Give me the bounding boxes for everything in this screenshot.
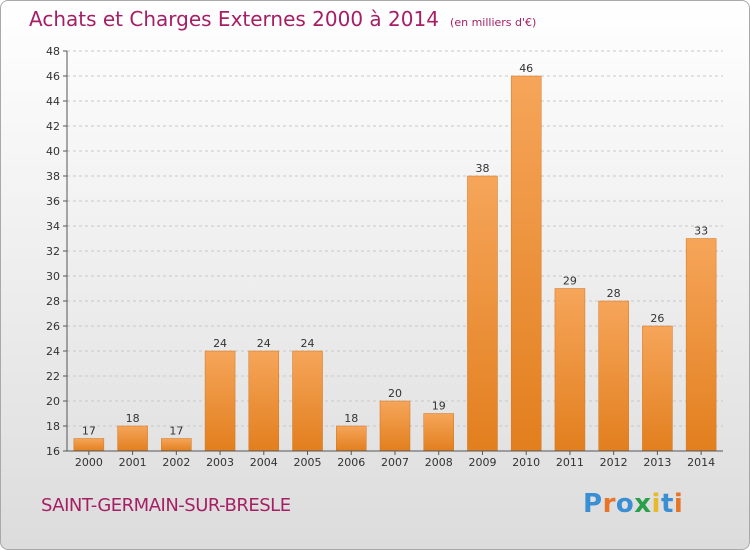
x-tick-label: 2000 xyxy=(75,456,103,469)
bar xyxy=(336,425,367,452)
brand-letter: r xyxy=(602,489,616,519)
y-tick-label: 38 xyxy=(46,170,60,183)
bar xyxy=(204,350,236,452)
axes xyxy=(66,51,723,452)
bar xyxy=(467,175,498,452)
x-axis-ticks: 2000 2001 2002 2003 2004 2005 2006 2007 2008 2009… xyxy=(75,451,715,469)
y-tick-label: 20 xyxy=(46,395,60,408)
data-labels: 17 18 17 24 24 24 18 20 19 38 46 29 28 26 33 xyxy=(82,62,708,438)
y-tick-label: 40 xyxy=(46,145,60,158)
data-label: 24 xyxy=(301,337,315,350)
data-label: 46 xyxy=(519,62,533,75)
x-tick-label: 2013 xyxy=(643,456,671,469)
y-tick-label: 36 xyxy=(46,195,60,208)
data-label: 38 xyxy=(475,162,489,175)
x-tick-label: 2003 xyxy=(206,456,234,469)
chart-title-text: Achats et Charges Externes 2000 à 2014 xyxy=(29,7,439,31)
bar xyxy=(292,350,323,452)
y-tick-label: 48 xyxy=(46,45,60,58)
data-label: 29 xyxy=(563,275,577,288)
y-axis-ticks: 16 18 20 22 24 26 28 30 32 34 36 38 40 42 44 46 48 xyxy=(46,45,67,458)
x-tick-label: 2011 xyxy=(556,456,584,469)
bars xyxy=(73,75,717,452)
y-tick-label: 46 xyxy=(46,70,60,83)
data-label: 20 xyxy=(388,387,402,400)
data-label: 26 xyxy=(650,312,664,325)
bar xyxy=(161,438,192,452)
data-label: 19 xyxy=(432,400,446,413)
chart-title: Achats et Charges Externes 2000 à 2014 (… xyxy=(29,7,536,31)
data-label: 28 xyxy=(607,287,621,300)
data-label: 24 xyxy=(213,337,227,350)
bar xyxy=(685,238,717,452)
x-tick-label: 2002 xyxy=(162,456,190,469)
data-label: 24 xyxy=(257,337,271,350)
bar xyxy=(598,300,629,452)
x-tick-label: 2001 xyxy=(119,456,147,469)
brand-letter: t xyxy=(660,489,674,519)
bar xyxy=(117,425,148,452)
bar xyxy=(510,75,542,452)
x-tick-label: 2010 xyxy=(512,456,540,469)
bar xyxy=(73,438,105,452)
x-tick-label: 2008 xyxy=(425,456,453,469)
y-tick-label: 32 xyxy=(46,245,60,258)
y-tick-label: 22 xyxy=(46,370,60,383)
brand-letter: x xyxy=(634,489,652,519)
x-tick-label: 2007 xyxy=(381,456,409,469)
brand-letter: P xyxy=(583,489,603,519)
brand-letter: o xyxy=(615,489,635,519)
bar xyxy=(554,288,586,452)
y-tick-label: 28 xyxy=(46,295,60,308)
bar xyxy=(642,325,673,452)
x-tick-label: 2004 xyxy=(250,456,278,469)
y-tick-label: 26 xyxy=(46,320,60,333)
chart-unit-note: (en milliers d'€) xyxy=(450,16,537,29)
data-label: 33 xyxy=(694,225,708,238)
y-tick-label: 34 xyxy=(46,220,60,233)
data-label: 17 xyxy=(169,425,183,438)
bar xyxy=(423,413,454,452)
data-label: 18 xyxy=(126,412,140,425)
y-tick-label: 16 xyxy=(46,445,60,458)
y-tick-label: 24 xyxy=(46,345,60,358)
x-tick-label: 2005 xyxy=(294,456,322,469)
data-label: 18 xyxy=(344,412,358,425)
commune-name: SAINT-GERMAIN-SUR-BRESLE xyxy=(41,495,291,516)
x-tick-label: 2012 xyxy=(600,456,628,469)
y-tick-label: 44 xyxy=(46,95,60,108)
y-tick-label: 30 xyxy=(46,270,60,283)
y-tick-label: 42 xyxy=(46,120,60,133)
brand-letter: i xyxy=(673,489,684,519)
brand-logo: Proxiti xyxy=(583,489,683,519)
bar xyxy=(379,400,411,452)
x-tick-label: 2006 xyxy=(337,456,365,469)
y-tick-label: 18 xyxy=(46,420,60,433)
x-tick-label: 2009 xyxy=(468,456,496,469)
bar xyxy=(248,350,280,452)
x-tick-label: 2014 xyxy=(687,456,715,469)
brand-letter: i xyxy=(651,489,661,519)
data-label: 17 xyxy=(82,425,96,438)
